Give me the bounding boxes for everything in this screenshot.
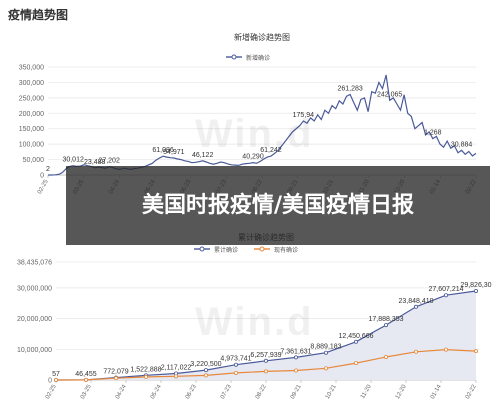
data-point [473, 288, 478, 293]
data-label: 61,242 [260, 147, 282, 154]
data-point [293, 355, 298, 360]
data-point [383, 323, 388, 328]
data-point [413, 349, 418, 354]
cumulative-cases-chart: 累计确诊趋势图累计确诊现有确诊010,000,00020,000,00030,0… [17, 232, 492, 400]
x-tick-label: 03-25 [80, 383, 93, 400]
data-point [143, 374, 148, 379]
data-point [353, 339, 358, 344]
y-tick-label: 300,000 [19, 80, 44, 87]
x-tick-label: 02-25 [45, 383, 58, 400]
x-tick-label: 12-20 [395, 383, 408, 400]
y-tick-label: 0 [48, 378, 52, 385]
x-tick-label: 01-14 [430, 383, 443, 400]
data-point [473, 349, 478, 354]
x-tick-label: 07-23 [220, 383, 233, 400]
legend-label: 新增确诊 [246, 54, 270, 62]
data-point [203, 373, 208, 378]
y-tick-label: 0 [40, 173, 44, 180]
data-point [323, 350, 328, 355]
data-point [263, 369, 268, 374]
x-tick-label: 10-21 [325, 383, 338, 400]
y-tick-label: 250,000 [19, 95, 44, 102]
data-point [353, 361, 358, 366]
x-tick-label: 08-22 [255, 383, 268, 400]
data-label: 29,826,30 [460, 282, 491, 289]
legend-item: 新增确诊 [226, 54, 270, 62]
data-label: 242,065 [377, 91, 402, 98]
data-point [263, 358, 268, 363]
legend-item: 现有确诊 [254, 246, 298, 254]
x-tick-label: 02-22 [465, 383, 478, 400]
y-tick-label: 100,000 [19, 142, 44, 149]
data-point [293, 368, 298, 373]
data-label: 17,888,353 [368, 316, 403, 323]
data-label: 54,971 [163, 149, 185, 156]
data-label: 1,522,888 [130, 366, 161, 373]
data-label: 2 [46, 166, 50, 173]
data-label: 3,220,500 [190, 361, 221, 368]
data-label: 175,94 [293, 112, 315, 119]
data-label: 6,257,939 [250, 352, 281, 359]
data-point [233, 362, 238, 367]
data-point [233, 370, 238, 375]
watermark-top: Win.d [195, 112, 314, 156]
data-label: 772,079 [103, 369, 128, 376]
y-tick-label: 38,435,076 [17, 260, 52, 267]
data-label: 30,884 [451, 141, 473, 148]
data-label: 1,268 [424, 130, 442, 137]
data-label: 7,361,631 [280, 348, 311, 355]
x-tick-label: 02-25 [37, 178, 50, 195]
series-area [56, 291, 476, 380]
x-tick-label: 11-20 [360, 383, 373, 399]
legend-item: 累计确诊 [194, 246, 238, 254]
headline-overlay: 美国时报疫情/美国疫情日报 [66, 166, 490, 245]
y-tick-label: 350,000 [19, 65, 44, 72]
data-point [443, 347, 448, 352]
y-tick-label: 200,000 [19, 111, 44, 118]
data-point [54, 377, 59, 382]
data-label: 61,086 [152, 147, 174, 154]
page-title: 疫情趋势图 [8, 8, 69, 22]
legend-marker [231, 54, 237, 60]
data-label: 27,202 [98, 158, 120, 165]
y-tick-label: 30,000,000 [17, 285, 52, 292]
data-label: 40,290 [242, 154, 264, 161]
data-point [383, 354, 388, 359]
x-tick-label: 04-24 [115, 383, 128, 400]
data-point [114, 376, 119, 381]
legend-label: 累计确诊 [214, 246, 238, 254]
legend-marker [259, 246, 265, 252]
x-tick-label: 06-23 [185, 383, 198, 400]
y-tick-label: 150,000 [19, 126, 44, 133]
data-label: 8,889,183 [310, 344, 341, 351]
data-label: 57 [52, 371, 60, 378]
data-label: 4,973,741 [220, 356, 251, 363]
y-tick-label: 10,000,000 [17, 347, 52, 354]
data-point [323, 366, 328, 371]
legend-marker [199, 246, 205, 252]
watermark-bottom: Win.d [195, 300, 314, 344]
data-label: 2,117,022 [161, 365, 192, 372]
chart-title: 新增确诊趋势图 [234, 32, 290, 42]
data-point [443, 293, 448, 298]
data-label: 261,283 [337, 85, 362, 92]
data-label: 12,450,666 [338, 333, 373, 340]
data-label: 23,848,410 [398, 298, 433, 305]
data-point [84, 377, 89, 382]
legend-label: 现有确诊 [274, 246, 298, 254]
x-tick-label: 09-21 [290, 383, 303, 400]
data-point [173, 374, 178, 379]
y-tick-label: 20,000,000 [17, 316, 52, 323]
data-label: 27,607,214 [428, 286, 463, 293]
data-label: 23,488 [84, 159, 106, 166]
data-label: 30,012 [62, 157, 84, 164]
data-point [203, 368, 208, 373]
x-tick-label: 05-24 [150, 383, 163, 400]
data-label: 46,122 [192, 152, 214, 159]
data-label: 46,455 [75, 371, 97, 378]
headline-text: 美国时报疫情/美国疫情日报 [141, 192, 415, 218]
y-tick-label: 50,000 [23, 157, 45, 164]
data-point [413, 304, 418, 309]
